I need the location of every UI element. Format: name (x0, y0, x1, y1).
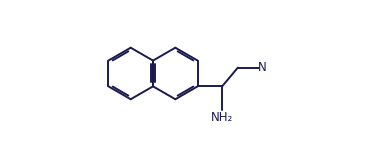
Text: NH₂: NH₂ (211, 111, 233, 124)
Text: N: N (258, 61, 267, 74)
